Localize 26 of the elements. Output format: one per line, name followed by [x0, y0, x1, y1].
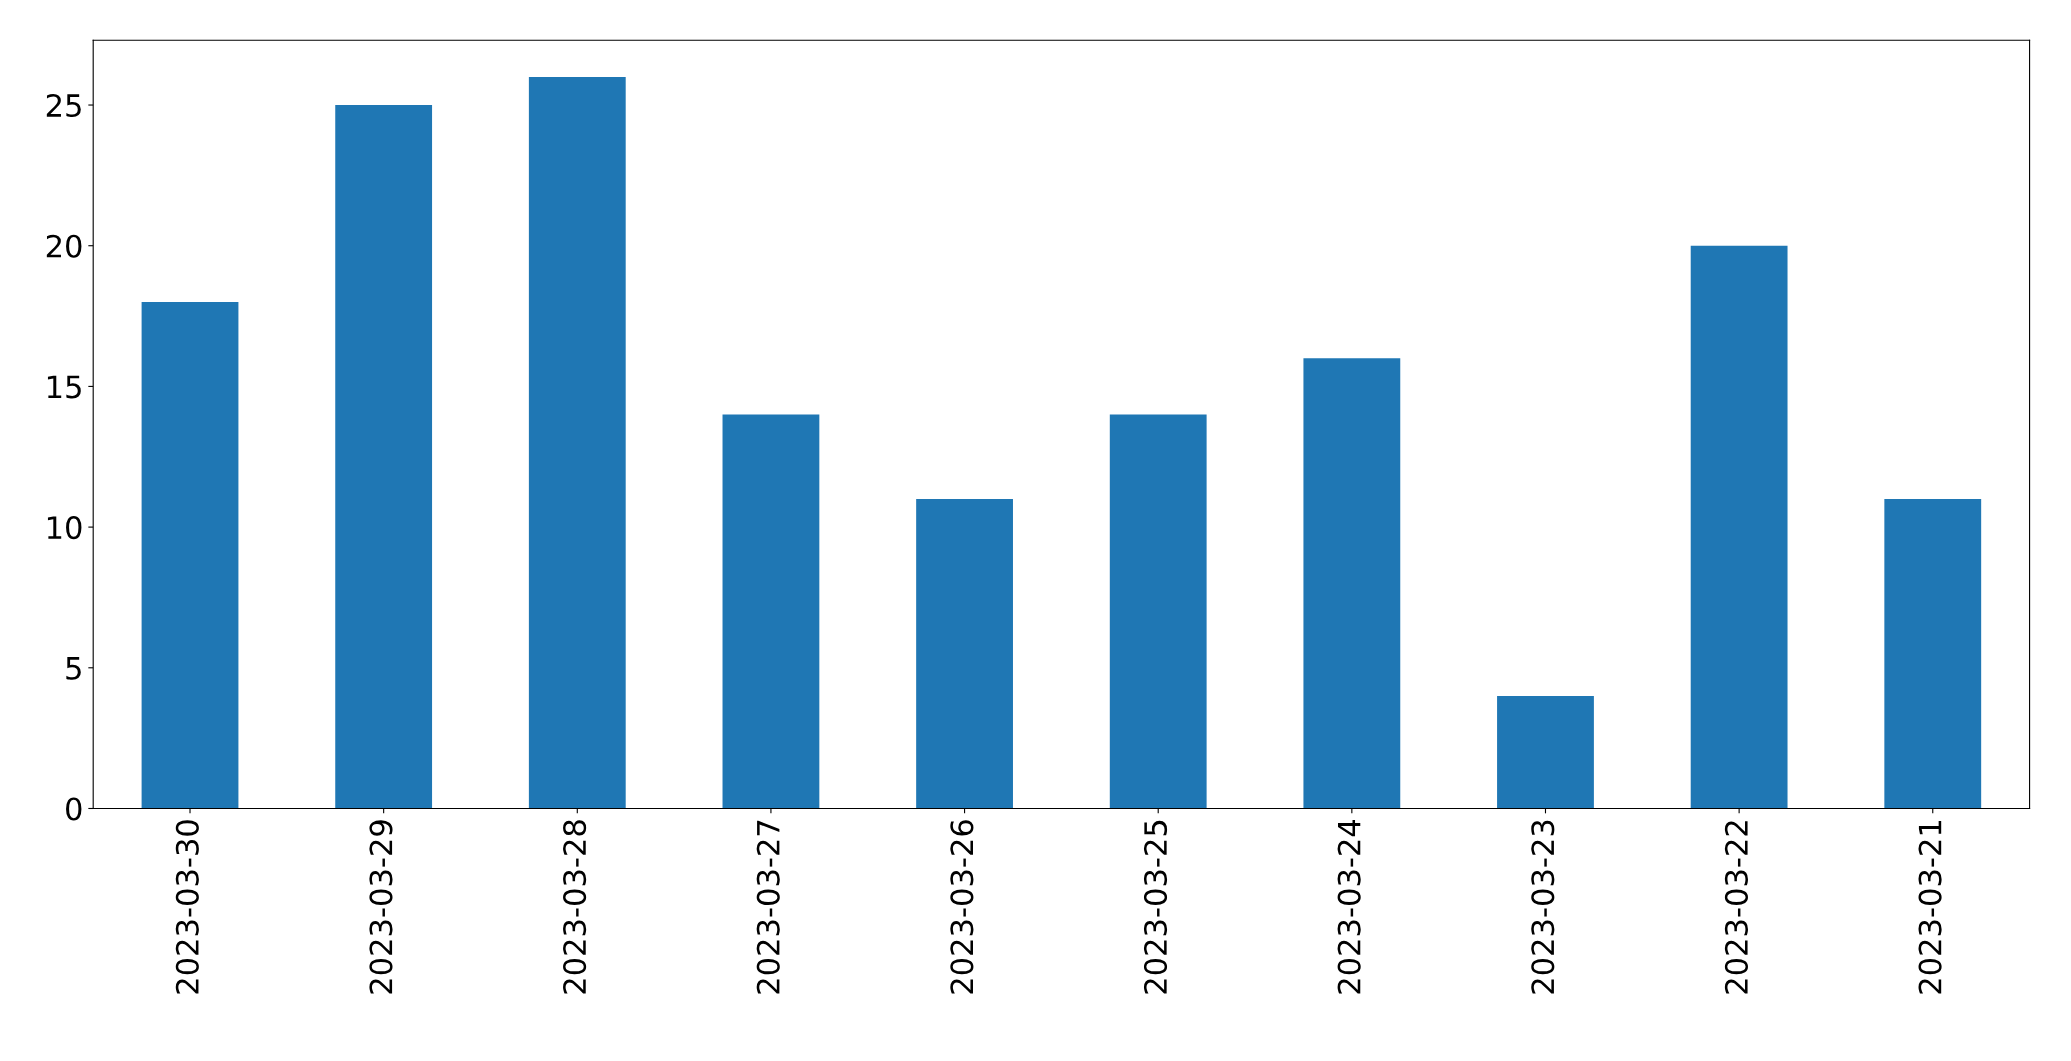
bar: [141, 302, 239, 809]
bar: [1303, 358, 1401, 809]
bar: [528, 76, 626, 809]
x-tick-label: 2023-03-30: [175, 820, 199, 994]
bar: [335, 105, 433, 809]
x-tick-label: 2023-03-22: [1724, 821, 1748, 994]
bar: [1109, 414, 1207, 809]
x-tick-label: 2023-03-29: [369, 820, 393, 994]
y-tick-label: 5: [66, 657, 81, 680]
x-tick-label: 2023-03-21: [1918, 821, 1942, 994]
y-tick-label: 25: [46, 93, 81, 118]
bar: [1690, 245, 1788, 809]
y-tick-label: 0: [66, 797, 82, 821]
y-tick-label: 20: [46, 234, 82, 258]
bar: [1497, 695, 1594, 809]
x-tick-label: 2023-03-23: [1531, 820, 1555, 994]
y-tick-label: 10: [47, 516, 82, 540]
x-tick-label: 2023-03-27: [756, 820, 780, 994]
bar: [916, 498, 1013, 809]
y-tick-label: 15: [47, 375, 81, 399]
bar: [722, 414, 820, 809]
x-tick-label: 2023-03-28: [563, 820, 587, 994]
x-tick-label: 2023-03-26: [950, 820, 974, 994]
x-tick-label: 2023-03-25: [1143, 820, 1168, 994]
bar: [1884, 498, 1982, 809]
x-tick-label: 2023-03-24: [1337, 819, 1361, 994]
